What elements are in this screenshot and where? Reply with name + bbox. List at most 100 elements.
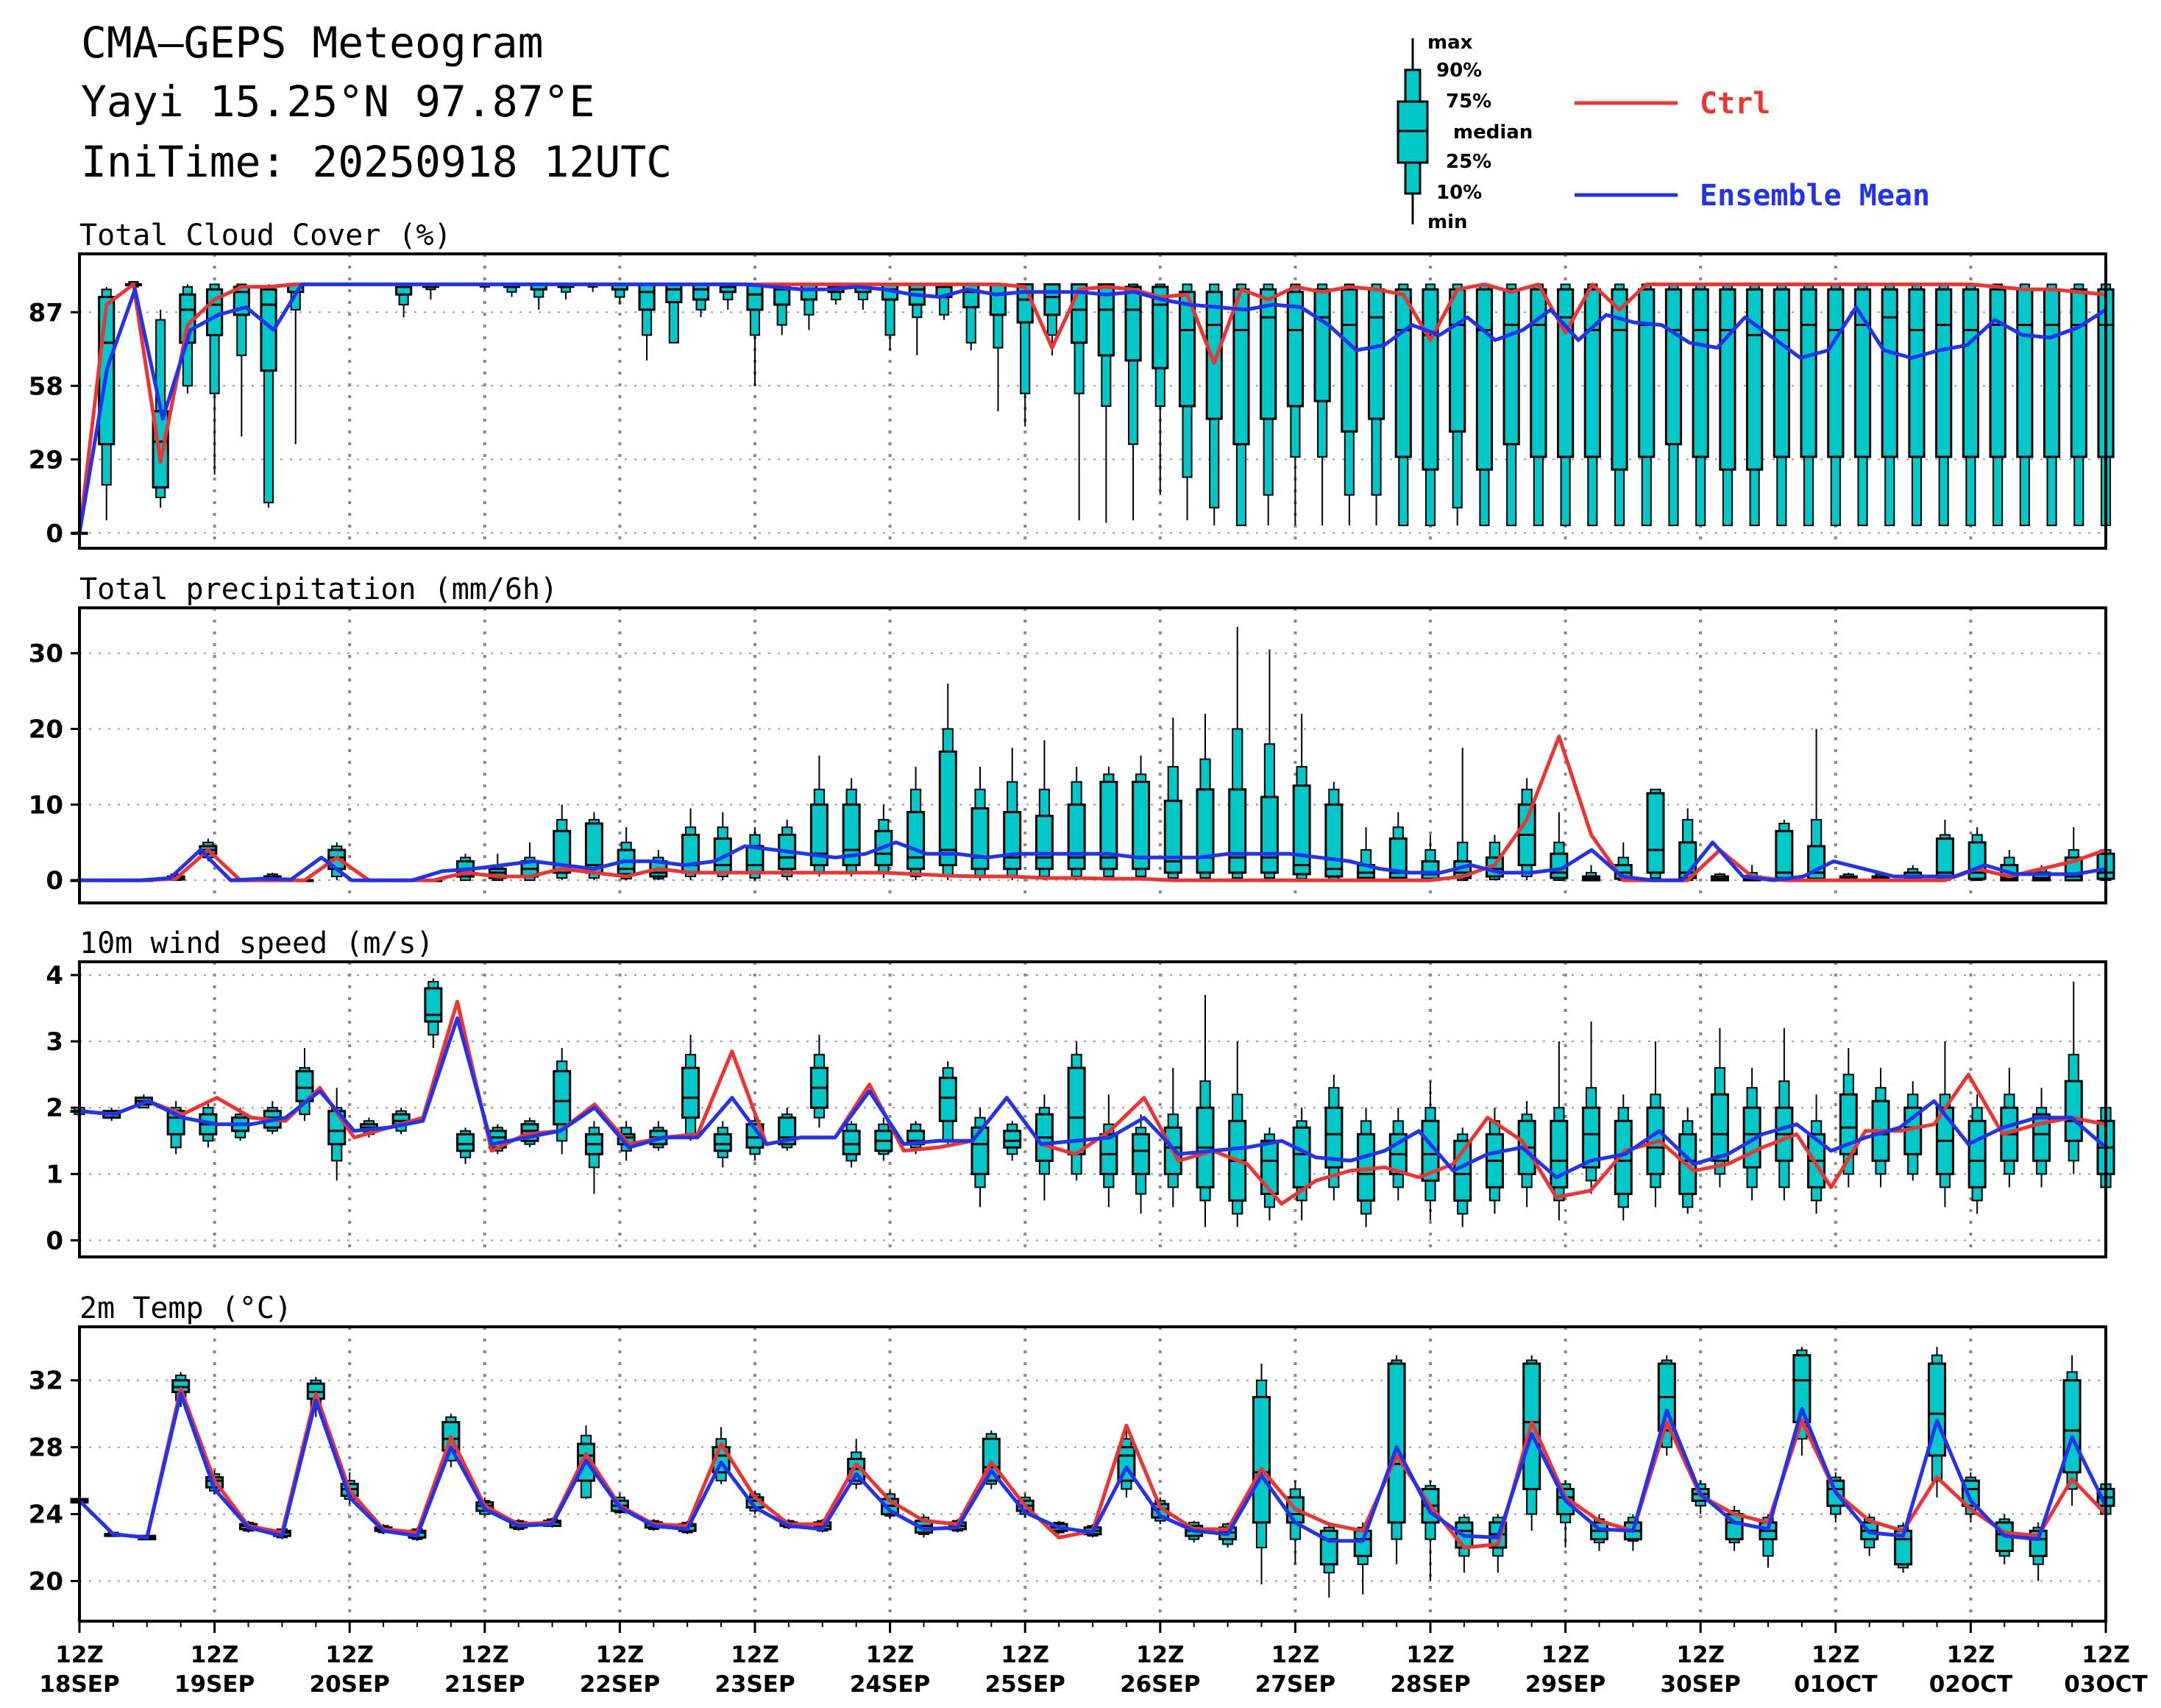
location-label: Yayi 15.25°N 97.87°E [81, 77, 595, 127]
panel-frame [78, 960, 2107, 1258]
ensemble-mean-line [79, 1016, 2107, 1180]
x-tick-date-label: 26SEP [1120, 1671, 1200, 1698]
box-24 [842, 778, 861, 877]
box-inner [1800, 288, 1817, 458]
box-inner [1502, 288, 1520, 446]
x-tick-date-label: 27SEP [1255, 1671, 1335, 1698]
box-inner [1421, 860, 1440, 880]
box-53 [1775, 1028, 1794, 1201]
y-tick-label: 58 [29, 372, 63, 401]
ensemble-mean-line [77, 282, 2107, 534]
box-inner [553, 829, 572, 874]
x-tick-hour-label: 12Z [866, 1642, 915, 1668]
box-inner [1043, 283, 1061, 316]
box-inner [842, 1130, 861, 1155]
y-tick-label: 20 [29, 715, 63, 745]
x-tick-date-label: 29SEP [1525, 1671, 1605, 1698]
box-29 [1003, 1121, 1022, 1161]
box-inner [260, 288, 277, 372]
ctrl-line [79, 999, 2107, 1206]
box-inner [1387, 1362, 1406, 1524]
box-inner [1935, 288, 1953, 458]
box-71 [1989, 283, 2006, 526]
box-inner [1003, 811, 1022, 871]
box-inner [746, 283, 764, 311]
panel-0: Total Cloud Cover (%) 0 29 58 87 [29, 219, 2115, 550]
ensemble-mean-line [79, 840, 2107, 882]
box-inner [2043, 288, 2061, 458]
x-tick-date-label: 24SEP [850, 1671, 930, 1698]
box-11 [424, 978, 443, 1049]
x-tick-hour-label: 12Z [1136, 1642, 1185, 1668]
y-tick-label: 29 [29, 445, 63, 475]
y-tick-label: 20 [29, 1567, 63, 1596]
box-32 [1099, 1094, 1118, 1208]
panel-title: 2m Temp (°C) [79, 1291, 292, 1325]
panel-title: Total precipitation (mm/6h) [79, 573, 558, 606]
box-41 [1178, 283, 1196, 521]
box-inner [1178, 291, 1196, 408]
box-19 [681, 1035, 700, 1141]
box-inner [1908, 288, 1926, 458]
box-inner [1388, 837, 1408, 879]
x-tick-hour-label: 12Z [1676, 1642, 1725, 1668]
box-inner [1422, 288, 1439, 471]
box-58 [1935, 819, 1954, 882]
box-73 [2043, 283, 2061, 526]
box-20 [713, 1121, 732, 1168]
x-tick-date-label: 28SEP [1390, 1671, 1470, 1698]
box-17 [617, 827, 636, 881]
box-inner [1583, 288, 1601, 458]
box-inner [1035, 815, 1054, 871]
box-inner [1003, 1130, 1022, 1149]
x-tick-hour-label: 12Z [1001, 1642, 1049, 1668]
box-47 [1582, 1021, 1601, 1194]
x-tick-hour-label: 12Z [596, 1642, 645, 1668]
panel-title: 10m wind speed (m/s) [79, 926, 434, 960]
panel-1: Total precipitation (mm/6h) 0 10 20 30 [29, 573, 2115, 904]
box-15 [553, 1048, 572, 1155]
box-inner [1292, 784, 1311, 876]
box-inner [1827, 288, 1845, 458]
box-inner [1124, 286, 1142, 362]
x-tick-hour-label: 12Z [1271, 1642, 1320, 1668]
box-20 [611, 283, 628, 305]
x-tick-date-label: 30SEP [1661, 1671, 1741, 1698]
box-57 [1611, 283, 1628, 526]
box-53 [1775, 819, 1794, 882]
x-tick-date-label: 19SEP [174, 1671, 255, 1698]
line-legend-label: Ctrl [1700, 87, 1770, 121]
box-inner [1353, 1529, 1372, 1557]
box-inner [1286, 291, 1304, 408]
box-36 [1228, 626, 1247, 881]
legend-label: 25% [1446, 151, 1491, 173]
y-tick-label: 3 [46, 1027, 63, 1057]
legend-label: max [1427, 32, 1473, 54]
box-23 [809, 1035, 828, 1128]
y-tick-label: 2 [46, 1094, 63, 1123]
box-inner [1775, 829, 1794, 879]
panels: Total Cloud Cover (%) 0 29 58 87 Total precip… [29, 219, 2115, 1623]
box-inner [989, 283, 1007, 316]
y-tick-label: 87 [29, 298, 63, 327]
y-tick-label: 10 [29, 790, 63, 820]
box-55 [1839, 1048, 1858, 1188]
line-legend-label: Ensemble Mean [1700, 179, 1930, 213]
box-34 [1163, 717, 1182, 881]
x-tick-hour-label: 12Z [191, 1642, 239, 1668]
box-inner [2016, 288, 2034, 458]
panel-3: 2m Temp (°C) 20 24 28 32 [29, 1291, 2115, 1623]
box-inner [1367, 288, 1385, 420]
box-inner [1260, 1139, 1279, 1195]
x-tick-date-label: 18SEP [39, 1671, 119, 1698]
box-52 [1475, 283, 1494, 526]
y-tick-label: 0 [46, 1226, 63, 1255]
box-inner [424, 987, 443, 1023]
box-inner [1097, 283, 1115, 357]
box-inner [553, 1070, 572, 1126]
box-inner [1967, 1119, 1987, 1188]
legend-label: 75% [1446, 91, 1491, 113]
box-inner [800, 283, 818, 301]
panel-frame [78, 606, 2107, 904]
x-tick-date-label: 20SEP [310, 1671, 390, 1698]
